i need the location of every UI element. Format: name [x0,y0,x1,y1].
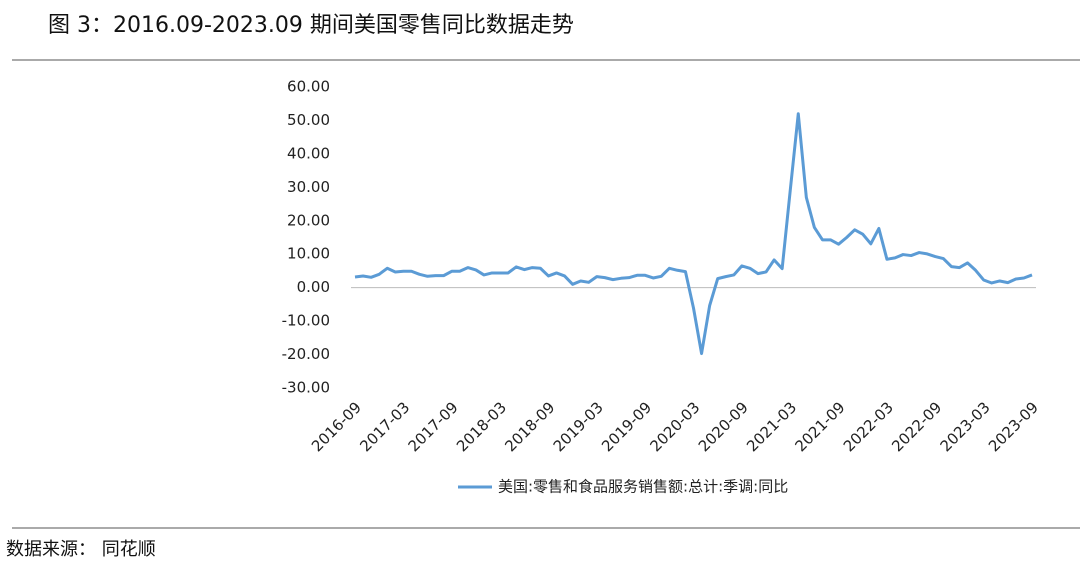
x-tick-label: 2023-09 [985,398,1042,455]
y-tick-label: 30.00 [287,178,330,196]
legend-label: 美国:零售和食品服务销售额:总计:季调:同比 [498,478,788,496]
x-tick-label: 2022-09 [888,398,945,455]
x-tick-label: 2016-09 [308,398,365,455]
y-tick-label: 10.00 [287,245,330,263]
x-tick-label: 2020-09 [695,398,752,455]
x-tick-label: 2017-09 [405,398,462,455]
x-tick-label: 2018-03 [453,398,510,455]
y-tick-label: 20.00 [287,211,330,229]
x-tick-label: 2022-03 [840,398,897,455]
x-tick-label: 2021-03 [743,398,800,455]
y-tick-label: 40.00 [287,144,330,162]
y-tick-label: 60.00 [287,78,330,96]
x-tick-label: 2019-09 [598,398,655,455]
source-note: 数据来源： 同花顺 [6,539,156,560]
x-tick-label: 2017-03 [356,398,413,455]
series-line [354,112,1033,356]
y-tick-label: -30.00 [282,379,330,397]
y-tick-label: -10.00 [282,312,330,330]
y-tick-label: 50.00 [287,111,330,129]
x-tick-label: 2021-09 [792,398,849,455]
x-tick-label: 2020-03 [646,398,703,455]
y-tick-label: -20.00 [282,345,330,363]
x-tick-label: 2018-09 [501,398,558,455]
x-tick-label: 2023-03 [937,398,994,455]
figure-title: 图 3：2016.09-2023.09 期间美国零售同比数据走势 [48,13,574,38]
x-tick-label: 2019-03 [550,398,607,455]
y-tick-label: 0.00 [297,278,330,296]
